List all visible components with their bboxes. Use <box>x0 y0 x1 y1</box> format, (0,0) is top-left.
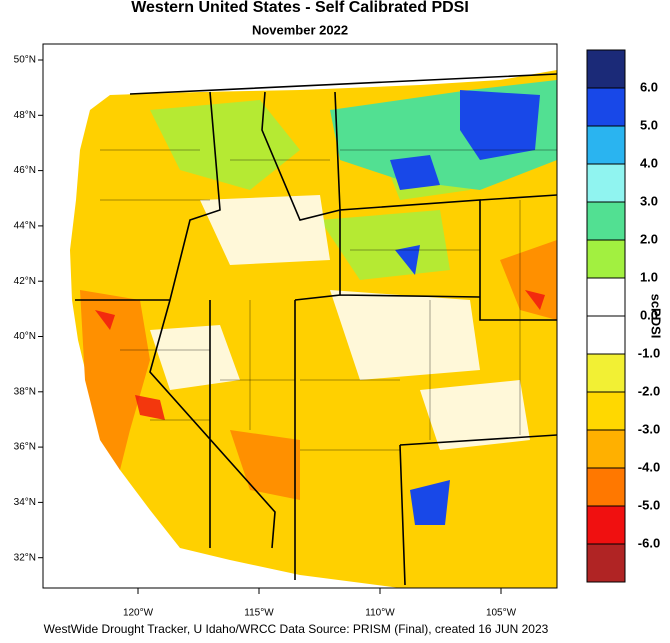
latitude-label: 44°N <box>14 221 36 232</box>
colorbar-bin <box>587 316 625 354</box>
colorbar-bin <box>587 354 625 392</box>
latitude-label: 36°N <box>14 442 36 453</box>
colorbar-bin <box>587 126 625 164</box>
colorbar-bin <box>587 392 625 430</box>
colorbar-label: -6.0 <box>638 535 660 550</box>
colorbar-bin <box>587 278 625 316</box>
colorbar-bin <box>587 88 625 126</box>
colorbar-bin <box>587 468 625 506</box>
latitude-label: 32°N <box>14 552 36 563</box>
latitude-axis: 50°N 48°N 46°N 44°N 42°N 40°N 38°N 36°N 34°N 32°N <box>14 55 43 563</box>
colorbar-label: -3.0 <box>638 421 660 436</box>
longitude-axis: 120°W 115°W 110°W 105°W <box>123 588 517 619</box>
colorbar-bin <box>587 544 625 582</box>
colorbar-label: 4.0 <box>640 155 658 170</box>
latitude-label: 50°N <box>14 55 36 66</box>
longitude-label: 120°W <box>123 608 154 619</box>
colorbar-label: -1.0 <box>638 345 660 360</box>
subtitle: November 2022 <box>252 22 348 37</box>
colorbar-bin <box>587 430 625 468</box>
latitude-label: 42°N <box>14 276 36 287</box>
title: Western United States - Self Calibrated … <box>131 0 469 16</box>
colorbar-label: 0.0 <box>640 307 658 322</box>
colorbar-bin <box>587 50 625 88</box>
longitude-label: 115°W <box>244 608 274 619</box>
map <box>42 43 558 589</box>
latitude-label: 48°N <box>14 110 36 121</box>
colorbar-label: -4.0 <box>638 459 660 474</box>
latitude-label: 34°N <box>14 497 36 508</box>
colorbar-label: -2.0 <box>638 383 660 398</box>
colorbar-bin <box>587 506 625 544</box>
colorbar-title: scPDSI <box>649 294 664 339</box>
colorbar-label: 6.0 <box>640 79 658 94</box>
latitude-label: 38°N <box>14 386 36 397</box>
colorbar-bin <box>587 164 625 202</box>
footer: WestWide Drought Tracker, U Idaho/WRCC D… <box>44 622 549 636</box>
colorbar-bin <box>587 202 625 240</box>
colorbar-label: 1.0 <box>640 269 658 284</box>
longitude-label: 105°W <box>486 608 517 619</box>
colorbar-label: 2.0 <box>640 231 658 246</box>
colorbar: 6.0 5.0 4.0 3.0 2.0 1.0 0.0 -1.0 -2.0 -3.0 -4.0 -5.… <box>586 49 660 583</box>
colorbar-label: 3.0 <box>640 193 658 208</box>
colorbar-label: 5.0 <box>640 117 658 132</box>
latitude-label: 40°N <box>14 331 36 342</box>
colorbar-label: -5.0 <box>638 497 660 512</box>
colorbar-bin <box>587 240 625 278</box>
longitude-label: 110°W <box>365 608 395 619</box>
latitude-label: 46°N <box>14 165 36 176</box>
